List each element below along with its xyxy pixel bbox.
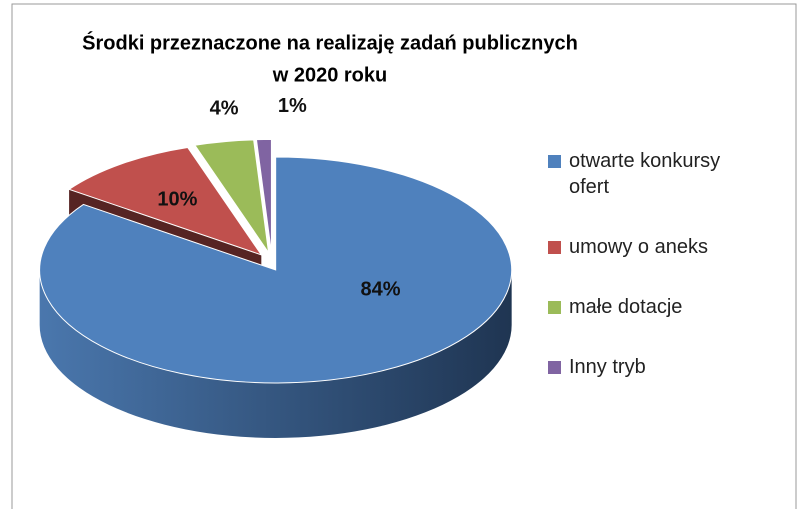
slice [255, 138, 272, 253]
legend-item: umowy o aneks [548, 234, 748, 260]
data-label: 4% [210, 98, 239, 120]
slice [194, 139, 270, 253]
legend-label: otwarte konkursy ofert [569, 150, 721, 198]
legend-item: małe dotacje [548, 294, 748, 320]
legend-swatch [548, 155, 561, 168]
legend-label: małe dotacje [569, 296, 683, 318]
slice-side [39, 269, 512, 438]
legend-item: otwarte konkursy ofert [548, 148, 748, 200]
chart-border [11, 3, 797, 509]
chart-title: w 2020 roku [272, 64, 388, 86]
slice [39, 156, 513, 384]
slice [67, 146, 263, 256]
legend-label: Inny tryb [569, 356, 646, 378]
chart-title: Środki przeznaczone na realizaję zadań p… [82, 30, 578, 54]
data-label: 84% [361, 279, 401, 301]
legend: otwarte konkursy ofert umowy o aneks małe … [548, 148, 748, 380]
legend-swatch [548, 301, 561, 314]
legend-label: umowy o aneks [569, 236, 708, 258]
data-label: 10% [157, 189, 197, 211]
legend-swatch [548, 361, 561, 374]
data-label: 1% [278, 95, 307, 117]
legend-swatch [548, 241, 561, 254]
legend-item: Inny tryb [548, 354, 748, 380]
